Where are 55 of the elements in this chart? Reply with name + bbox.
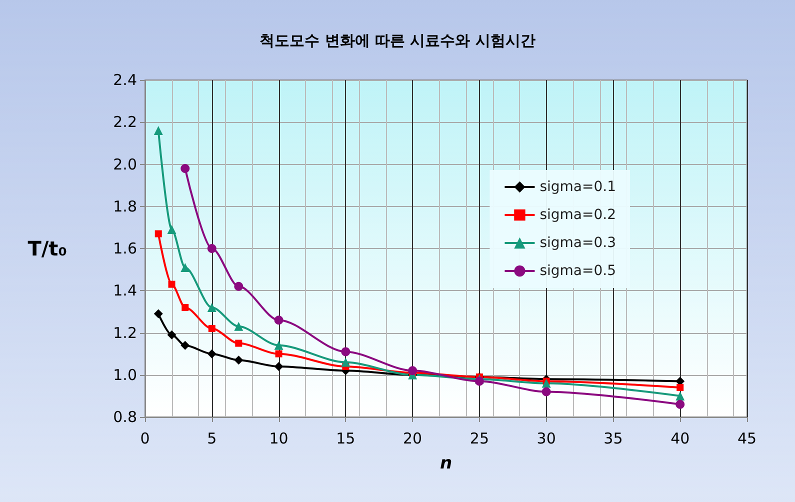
- y-tick-label: 1.0: [113, 366, 137, 384]
- legend-label: sigma=0.1: [540, 179, 616, 195]
- point: [168, 280, 176, 288]
- x-tick-label: 5: [207, 430, 217, 448]
- x-tick-label: 25: [470, 430, 489, 448]
- point: [208, 325, 216, 332]
- legend-label: sigma=0.3: [540, 235, 616, 251]
- point: [234, 322, 244, 331]
- x-tick-label: 20: [403, 430, 422, 448]
- point: [676, 400, 685, 409]
- point: [180, 340, 190, 350]
- y-tick-label: 2.2: [113, 113, 137, 132]
- y-tick-label: 1.8: [113, 197, 137, 216]
- point: [542, 387, 551, 396]
- point: [341, 358, 350, 367]
- x-tick-label: 40: [670, 430, 690, 448]
- y-tick-label: 1.2: [113, 324, 137, 342]
- point: [274, 362, 284, 371]
- y-tick-label: 0.8: [113, 408, 137, 426]
- point: [180, 262, 190, 272]
- point: [154, 309, 163, 318]
- point: [180, 164, 190, 173]
- point: [235, 340, 242, 347]
- y-tick-label: 1.4: [113, 282, 137, 300]
- legend-label: sigma=0.5: [540, 263, 616, 279]
- point: [207, 244, 216, 253]
- point: [676, 391, 685, 400]
- y-tick-label: 2.4: [113, 71, 137, 89]
- y-axis-title: T/t₀: [28, 236, 67, 260]
- point: [167, 225, 176, 234]
- x-tick-label: 35: [604, 430, 623, 448]
- y-tick-label: 1.6: [113, 240, 137, 258]
- point: [182, 304, 189, 311]
- point: [542, 378, 551, 388]
- point: [154, 230, 162, 238]
- point: [154, 126, 163, 136]
- point: [274, 340, 284, 350]
- point: [275, 350, 282, 358]
- point: [274, 316, 284, 325]
- x-tick-label: 0: [140, 430, 150, 448]
- chart-title: 척도모수 변화에 따른 시료수와 시험시간: [260, 32, 536, 50]
- point: [207, 302, 216, 312]
- y-tick-label: 2.0: [113, 155, 137, 174]
- point: [167, 330, 176, 340]
- x-tick-label: 10: [269, 430, 288, 448]
- point: [207, 349, 216, 358]
- point: [676, 384, 684, 392]
- x-axis-title: n: [440, 454, 452, 474]
- x-tick-label: 30: [536, 430, 556, 448]
- x-tick-label: 45: [737, 430, 757, 448]
- point: [341, 347, 350, 356]
- point: [234, 356, 244, 365]
- legend-label: sigma=0.2: [540, 207, 616, 223]
- x-tick-label: 15: [336, 430, 356, 448]
- point: [234, 282, 244, 291]
